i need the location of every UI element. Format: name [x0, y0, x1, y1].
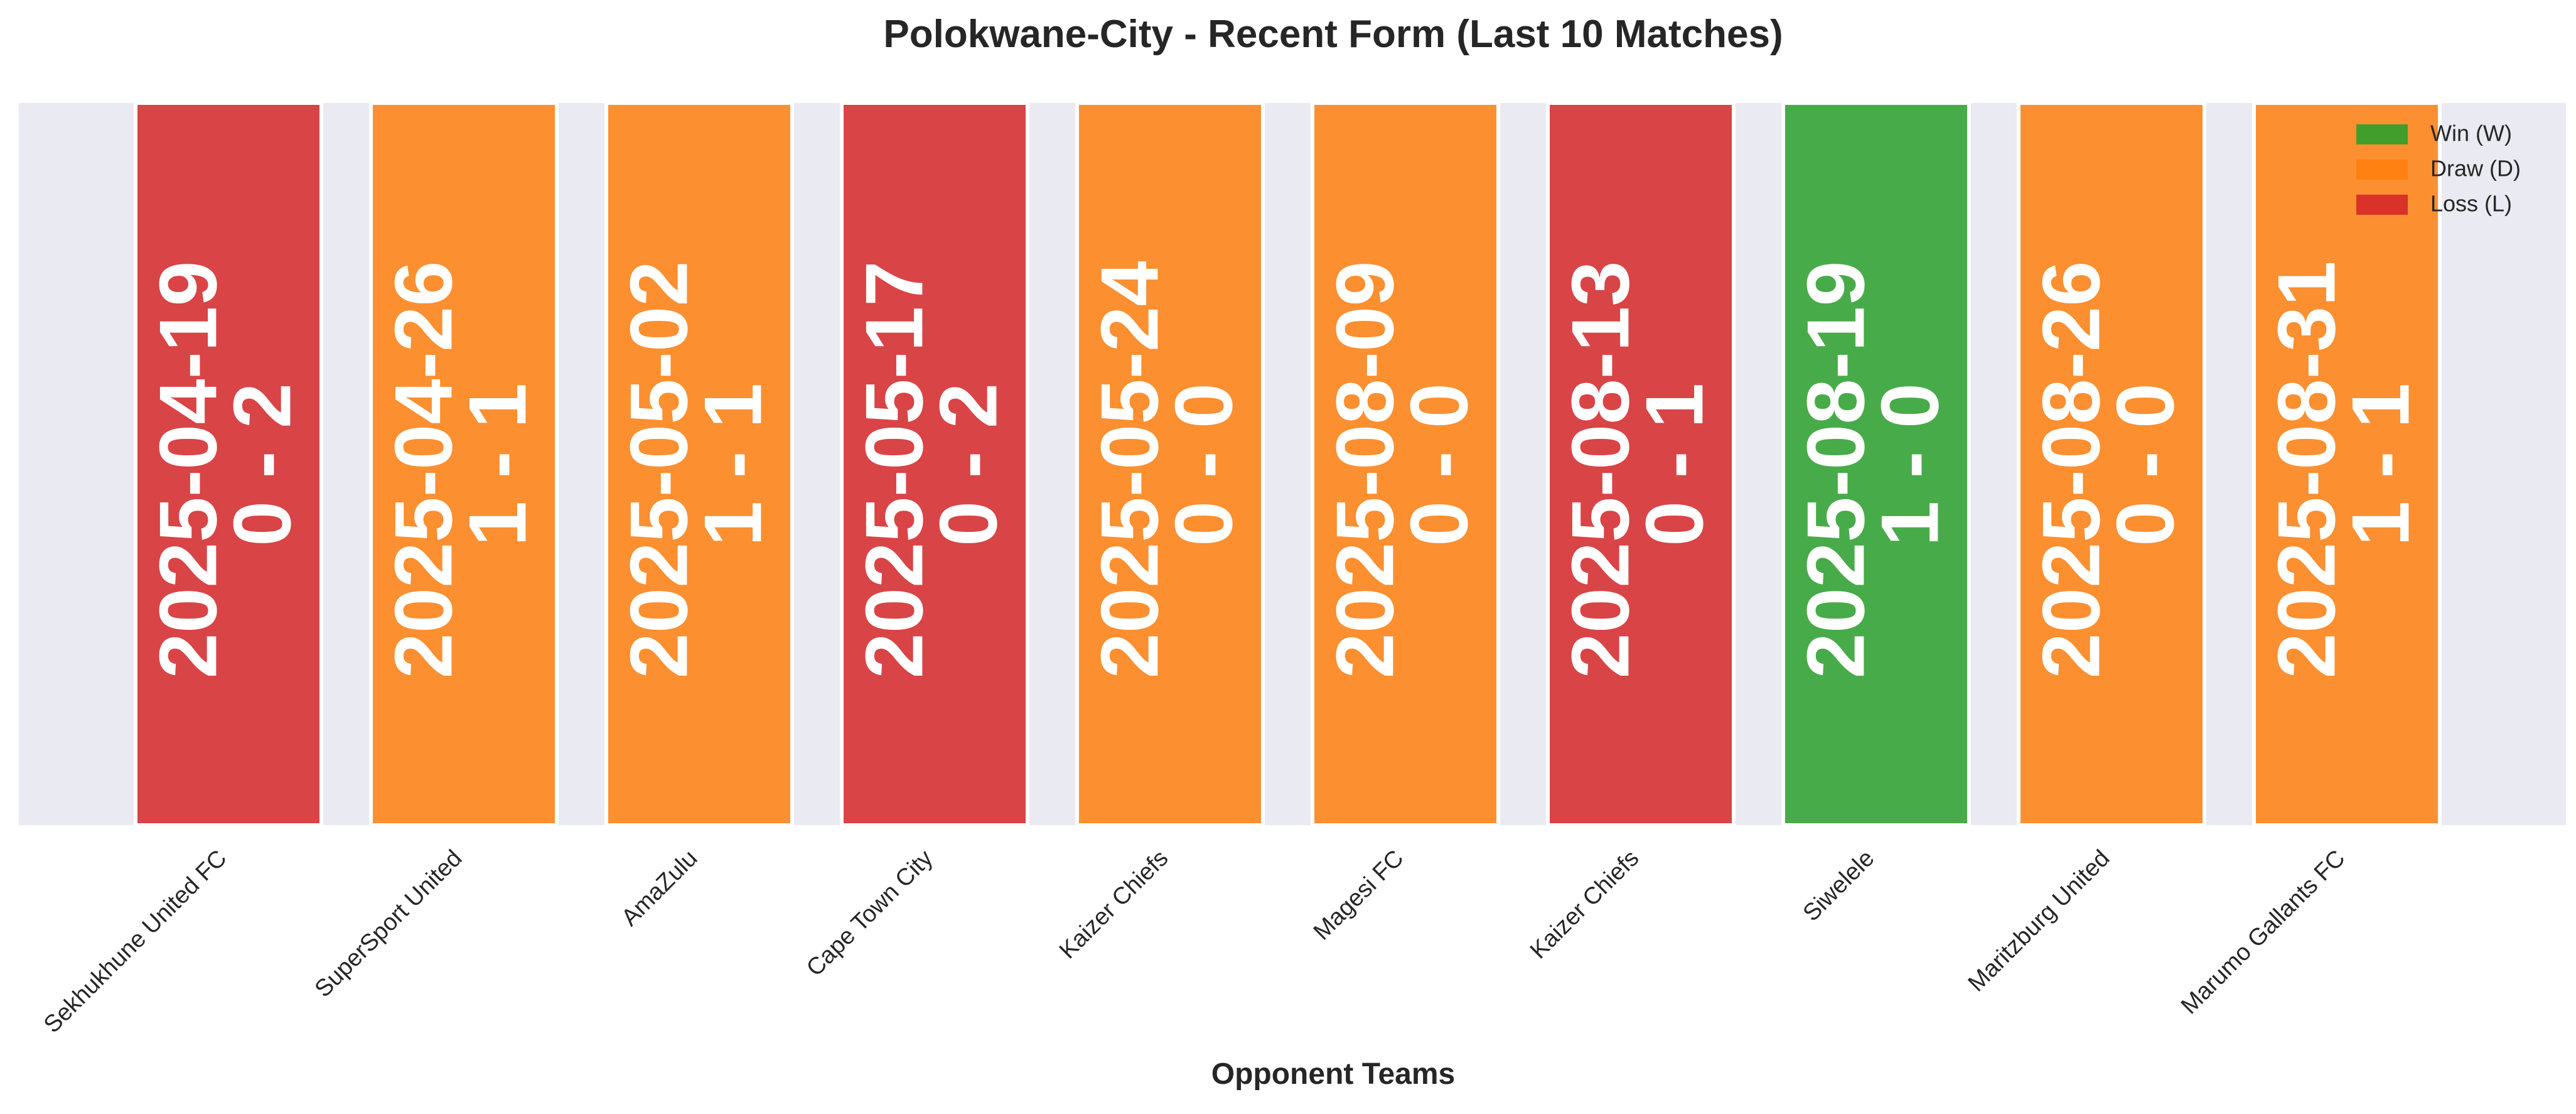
- bar-score-label: 1 - 1: [451, 383, 543, 546]
- bar-score-label: 1 - 0: [1864, 383, 1955, 546]
- x-tick-label: SuperSport United: [310, 845, 468, 1003]
- bar-9: [2017, 101, 2206, 827]
- legend: Win (W) Draw (D) Loss (L): [2356, 121, 2521, 217]
- x-tick-label: Maritzburg United: [1963, 845, 2115, 997]
- bar-date-label: 2025-04-19: [142, 261, 233, 679]
- bar-5: [1075, 101, 1265, 827]
- bar-date-label: 2025-05-17: [848, 261, 940, 679]
- x-tick-label: Sekhukhune United FC: [39, 845, 232, 1039]
- bar-score-label: 0 - 1: [1628, 383, 1720, 546]
- bar-2: [369, 101, 559, 827]
- bar-date-label: 2025-08-19: [1790, 261, 1881, 679]
- x-tick-label: Cape Town City: [802, 845, 938, 982]
- x-tick-label: Marumo Gallants FC: [2176, 845, 2351, 1020]
- bar-score-label: 0 - 2: [922, 383, 1014, 546]
- bar-date-label: 2025-08-31: [2260, 261, 2352, 679]
- legend-label: Win (W): [2430, 121, 2512, 146]
- bar-score-label: 0 - 0: [2099, 383, 2191, 546]
- chart-title: Polokwane-City - Recent Form (Last 10 Ma…: [883, 13, 1783, 56]
- bar-6: [1311, 101, 1500, 827]
- bar-1: [134, 101, 323, 827]
- x-axis-label: Opponent Teams: [1211, 1057, 1455, 1091]
- legend-label: Loss (L): [2430, 191, 2512, 217]
- legend-swatch-w: [2356, 124, 2408, 144]
- x-tick-label: Magesi FC: [1309, 845, 1409, 946]
- bar-score-label: 0 - 2: [216, 383, 308, 546]
- bar-score-label: 1 - 1: [2334, 383, 2426, 546]
- bar-score-label: 1 - 1: [687, 383, 778, 546]
- bar-labels-group: 2025-04-190 - 2 2025-04-261 - 1 2025-05-02…: [142, 261, 2426, 679]
- x-tick-label: Siwelele: [1798, 845, 1880, 927]
- bar-date-label: 2025-08-09: [1319, 261, 1410, 679]
- bar-3: [604, 101, 794, 827]
- bar-date-label: 2025-05-24: [1083, 261, 1175, 679]
- bar-10: [2252, 101, 2442, 827]
- bar-date-label: 2025-05-02: [613, 261, 704, 679]
- bar-7: [1546, 101, 1736, 827]
- x-tick-label: AmaZulu: [616, 845, 702, 931]
- bar-8: [1781, 101, 1971, 827]
- bar-date-label: 2025-04-26: [377, 261, 469, 679]
- legend-label: Draw (D): [2430, 156, 2521, 181]
- bar-date-label: 2025-08-13: [1554, 261, 1646, 679]
- x-tick-label: Kaizer Chiefs: [1055, 845, 1173, 964]
- bar-score-label: 0 - 0: [1157, 383, 1249, 546]
- legend-swatch-l: [2356, 195, 2408, 215]
- bar-score-label: 0 - 0: [1393, 383, 1484, 546]
- x-tick-label: Kaizer Chiefs: [1525, 845, 1644, 964]
- x-tick-labels: Sekhukhune United FC SuperSport United Ama…: [39, 845, 2351, 1039]
- bar-date-label: 2025-08-26: [2025, 261, 2117, 679]
- legend-swatch-d: [2356, 160, 2408, 180]
- bars-group: [134, 101, 2442, 827]
- bar-4: [840, 101, 1029, 827]
